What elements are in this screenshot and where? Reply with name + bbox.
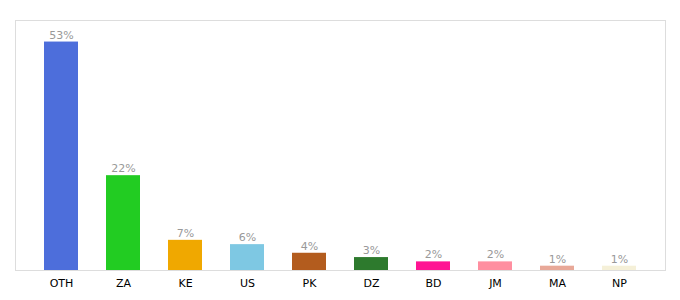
svg-text:BD: BD xyxy=(425,277,441,290)
svg-text:NP: NP xyxy=(612,277,627,290)
svg-text:4%: 4% xyxy=(301,240,318,253)
svg-text:2%: 2% xyxy=(425,248,442,261)
svg-text:2%: 2% xyxy=(487,248,504,261)
svg-text:DZ: DZ xyxy=(363,277,379,290)
svg-text:3%: 3% xyxy=(363,244,380,257)
svg-text:1%: 1% xyxy=(549,253,566,266)
svg-text:ZA: ZA xyxy=(116,277,132,290)
svg-text:PK: PK xyxy=(303,277,318,290)
svg-text:US: US xyxy=(240,277,255,290)
svg-text:6%: 6% xyxy=(239,231,256,244)
svg-text:OTH: OTH xyxy=(50,277,74,290)
svg-text:53%: 53% xyxy=(49,29,73,42)
svg-text:KE: KE xyxy=(178,277,192,290)
svg-text:7%: 7% xyxy=(177,227,194,240)
svg-text:MA: MA xyxy=(549,277,566,290)
svg-text:22%: 22% xyxy=(111,162,135,175)
svg-text:JM: JM xyxy=(488,277,502,290)
svg-text:1%: 1% xyxy=(611,253,628,266)
